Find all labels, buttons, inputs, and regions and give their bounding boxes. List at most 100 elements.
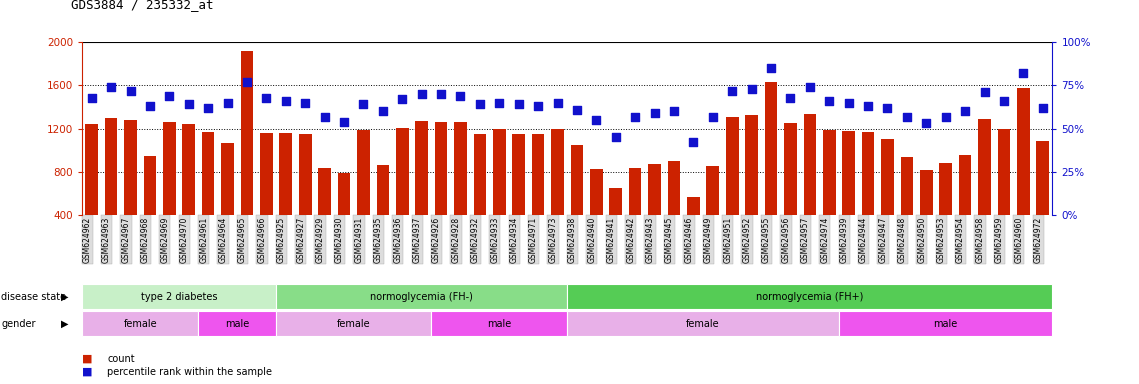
Point — [393, 96, 411, 103]
Point — [374, 108, 392, 114]
Bar — [454, 122, 467, 258]
Text: disease state: disease state — [1, 291, 66, 302]
Point — [335, 119, 353, 125]
Bar — [240, 51, 253, 258]
Bar — [609, 188, 622, 258]
Point — [975, 89, 993, 95]
Point — [257, 94, 276, 101]
Point — [781, 94, 800, 101]
Text: female: female — [687, 318, 720, 329]
Bar — [82, 284, 276, 309]
Bar — [416, 121, 428, 258]
Point — [898, 114, 916, 120]
Point — [646, 110, 664, 116]
Point — [878, 105, 896, 111]
Point — [528, 103, 547, 109]
Bar — [396, 127, 409, 258]
Text: male: male — [226, 318, 249, 329]
Point — [994, 98, 1013, 104]
Point — [859, 103, 877, 109]
Bar — [940, 163, 952, 258]
Bar — [920, 170, 933, 258]
Bar — [144, 156, 156, 258]
Bar — [764, 82, 777, 258]
Bar — [358, 130, 370, 258]
Point — [296, 100, 314, 106]
Text: percentile rank within the sample: percentile rank within the sample — [107, 367, 272, 377]
Text: GDS3884 / 235332_at: GDS3884 / 235332_at — [71, 0, 213, 12]
Bar — [276, 311, 432, 336]
Point — [509, 101, 527, 108]
Text: ■: ■ — [82, 367, 92, 377]
Point — [316, 114, 334, 120]
Bar — [221, 143, 233, 258]
Bar — [1017, 88, 1030, 258]
Bar — [567, 311, 839, 336]
Bar — [901, 157, 913, 258]
Bar — [648, 164, 661, 258]
Bar — [377, 166, 390, 258]
Point — [141, 103, 159, 109]
Text: normoglycemia (FH-): normoglycemia (FH-) — [370, 291, 473, 302]
Point — [83, 94, 101, 101]
Point — [451, 93, 469, 99]
Point — [490, 100, 508, 106]
Bar — [839, 311, 1052, 336]
Bar — [435, 122, 448, 258]
Text: female: female — [123, 318, 157, 329]
Point — [665, 108, 683, 114]
Bar — [687, 197, 699, 258]
Point — [412, 91, 431, 97]
Point — [180, 101, 198, 108]
Text: male: male — [487, 318, 511, 329]
Bar — [803, 114, 817, 258]
Point — [685, 139, 703, 146]
Text: type 2 diabetes: type 2 diabetes — [141, 291, 218, 302]
Point — [219, 100, 237, 106]
Point — [122, 88, 140, 94]
Point — [238, 79, 256, 85]
Bar — [862, 132, 875, 258]
Point — [704, 114, 722, 120]
Bar — [784, 123, 796, 258]
Bar — [182, 124, 195, 258]
Point — [432, 91, 450, 97]
Point — [743, 86, 761, 92]
Point — [917, 121, 935, 127]
Bar — [202, 132, 214, 258]
Bar — [279, 133, 292, 258]
Text: gender: gender — [1, 318, 35, 329]
Point — [956, 108, 974, 114]
Point — [277, 98, 295, 104]
Bar — [338, 173, 351, 258]
Bar — [726, 117, 738, 258]
Point — [839, 100, 858, 106]
Text: male: male — [934, 318, 958, 329]
Bar — [998, 129, 1010, 258]
Bar — [474, 134, 486, 258]
Bar — [513, 134, 525, 258]
Text: ■: ■ — [82, 354, 92, 364]
Point — [354, 101, 372, 108]
Point — [548, 100, 566, 106]
Bar — [567, 284, 1052, 309]
Text: count: count — [107, 354, 134, 364]
Point — [801, 84, 819, 90]
Point — [161, 93, 179, 99]
Point — [588, 117, 606, 123]
Bar — [823, 130, 836, 258]
Point — [723, 88, 741, 94]
Bar — [432, 311, 567, 336]
Bar — [667, 161, 680, 258]
Bar — [82, 311, 198, 336]
Point — [103, 84, 121, 90]
Bar — [532, 134, 544, 258]
Text: ▶: ▶ — [60, 318, 68, 329]
Bar — [298, 134, 311, 258]
Bar — [276, 284, 567, 309]
Point — [820, 98, 838, 104]
Text: normoglycemia (FH+): normoglycemia (FH+) — [756, 291, 863, 302]
Point — [626, 114, 645, 120]
Bar — [551, 129, 564, 258]
Point — [199, 105, 218, 111]
